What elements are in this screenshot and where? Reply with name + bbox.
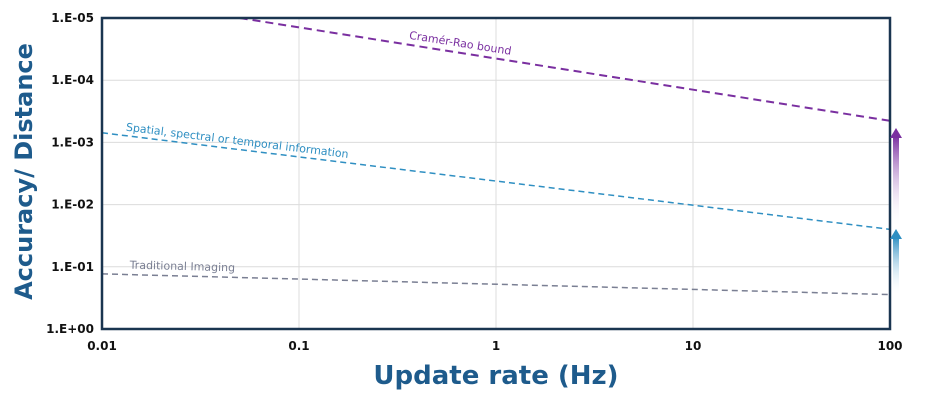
y-tick-label: 1.E-05 [51,11,94,25]
tick-labels: 0.01 0.1 1 10 100 1.E-05 1.E-04 1.E-03 1.E-02 1.E… [46,11,902,353]
x-tick-label: 0.1 [288,339,309,353]
y-tick-label: 1.E-03 [51,135,94,149]
series-line-2 [101,132,891,231]
x-tick-label: 10 [685,339,702,353]
y-tick-label: 1.E-02 [51,198,94,212]
arrows [890,128,902,296]
plot-frame [100,16,892,331]
series-layer [101,17,891,296]
series-line-3 [101,273,891,296]
x-tick-label: 1 [492,339,500,353]
y-tick-label: 1.E-01 [51,260,94,274]
y-axis-title: Accuracy/ Distance [10,43,38,300]
x-tick-label: 100 [877,339,902,353]
series-line-1 [239,17,891,122]
y-tick-label: 1.E-04 [51,73,94,87]
gradient-arrow-shaft [893,237,899,296]
y-tick-label: 1.E+00 [46,322,94,336]
grid [101,17,891,330]
arrow-up-icon [890,128,902,138]
x-tick-label: 0.01 [87,339,117,353]
x-axis-title: Update rate (Hz) [373,361,618,391]
gradient-arrow-shaft [893,136,899,228]
arrow-up-icon [890,229,902,239]
series-label-3: Traditional Imaging [129,259,236,275]
series-label-2: Spatial, spectral or temporal informatio… [125,121,349,161]
